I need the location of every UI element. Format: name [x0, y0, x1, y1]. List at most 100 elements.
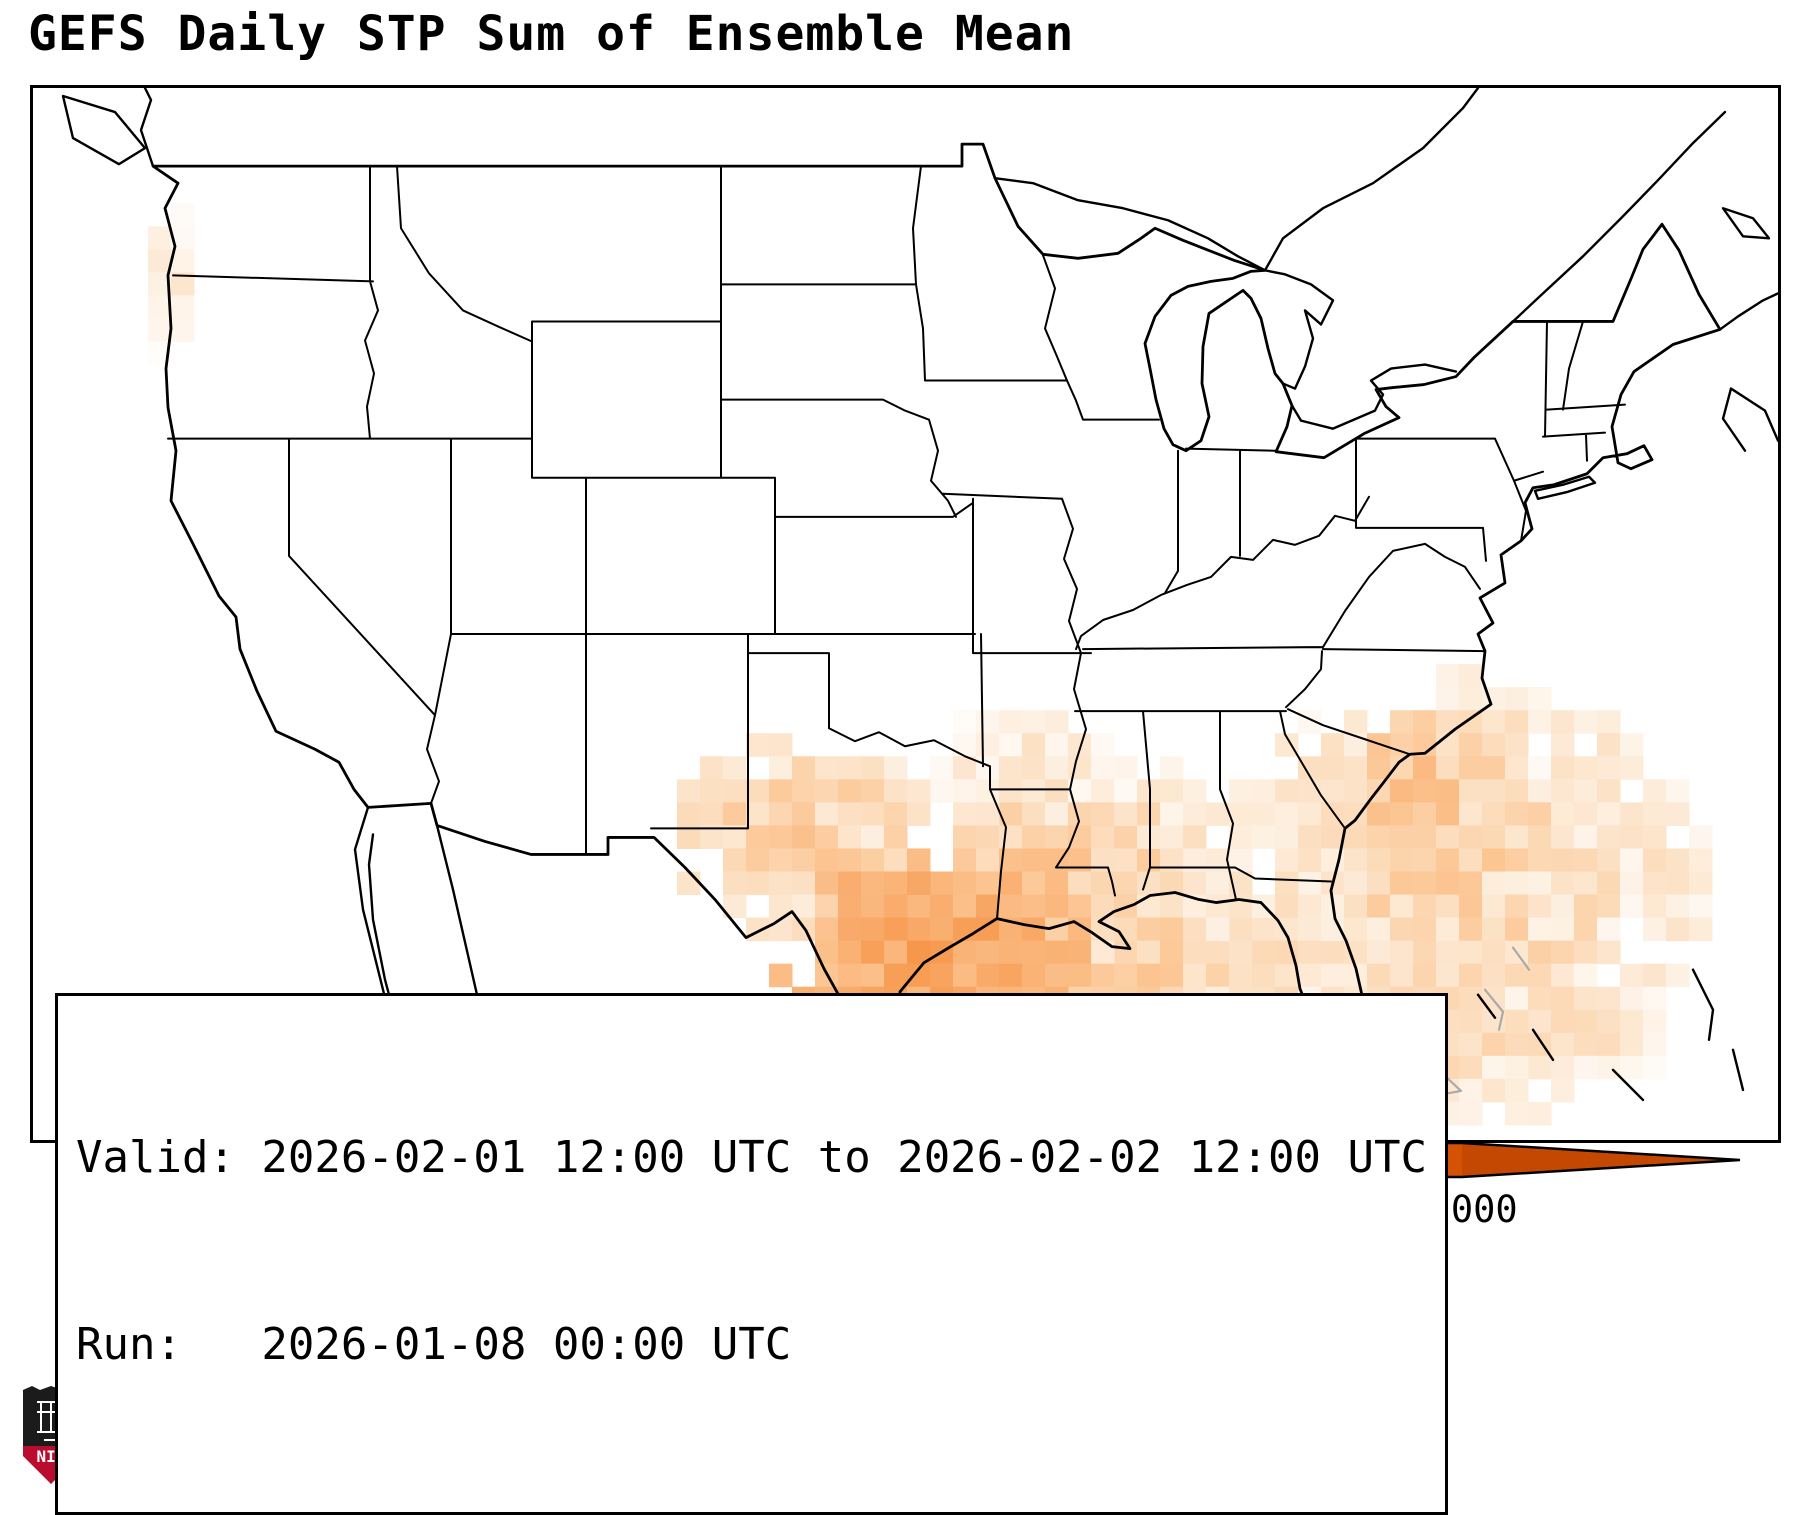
- heatmap-cell: [976, 733, 1000, 757]
- heatmap-cell: [171, 203, 195, 227]
- heatmap-cell: [1505, 1032, 1529, 1057]
- heatmap-cell: [1114, 848, 1138, 872]
- heatmap-cell: [1436, 825, 1460, 849]
- heatmap-cell: [746, 779, 770, 803]
- heatmap-cell: [171, 226, 195, 250]
- state-boundaries: [167, 165, 1626, 920]
- heatmap-cell: [1114, 825, 1138, 849]
- heatmap-cell: [1022, 756, 1046, 780]
- heatmap-cell: [1344, 802, 1368, 826]
- heatmap-cell: [1413, 802, 1437, 826]
- heatmap-cell: [1137, 894, 1161, 919]
- heatmap-cell: [930, 756, 954, 780]
- heatmap-cell: [907, 963, 931, 988]
- heatmap-cell: [1574, 825, 1598, 849]
- heatmap-cell: [1459, 1009, 1483, 1034]
- conus-outline: [151, 142, 1722, 1102]
- heatmap-cell: [1068, 802, 1092, 826]
- heatmap-cell: [1298, 917, 1322, 942]
- heatmap-cell: [1505, 687, 1529, 711]
- heatmap-cell: [1689, 825, 1713, 849]
- heatmap-cell: [1137, 940, 1161, 965]
- heatmap-cell: [1436, 687, 1460, 711]
- heatmap-cell: [953, 779, 977, 803]
- heatmap-cell: [1160, 963, 1184, 988]
- heatmap-cell: [1551, 1009, 1575, 1034]
- heatmap-cell: [999, 710, 1023, 734]
- heatmap-cell: [1505, 871, 1529, 896]
- heatmap-cell: [1390, 871, 1414, 896]
- heatmap-cell: [907, 940, 931, 965]
- heatmap-cell: [1229, 963, 1253, 988]
- heatmap-cell: [1459, 733, 1483, 757]
- heatmap-cell: [976, 894, 1000, 919]
- heatmap-cell: [746, 825, 770, 849]
- heatmap-cell: [976, 825, 1000, 849]
- heatmap-cell: [1459, 848, 1483, 872]
- heatmap-cell: [148, 249, 172, 273]
- heatmap-cell: [1505, 779, 1529, 803]
- heatmap-cell: [1643, 825, 1667, 849]
- heatmap-cell: [1551, 756, 1575, 780]
- heatmap-cell: [769, 779, 793, 803]
- heatmap-cell: [1597, 802, 1621, 826]
- heatmap-cell: [1551, 894, 1575, 919]
- heatmap-cell: [1551, 917, 1575, 942]
- heatmap-cell: [1620, 802, 1644, 826]
- heatmap-cell: [1505, 986, 1529, 1011]
- heatmap-cell: [1091, 779, 1115, 803]
- heatmap-cell: [1160, 848, 1184, 872]
- figure-title: GEFS Daily STP Sum of Ensemble Mean: [28, 6, 1075, 62]
- heatmap-cell: [1528, 710, 1552, 734]
- heatmap-cell: [1413, 848, 1437, 872]
- heatmap-cell: [1551, 963, 1575, 988]
- heatmap-cell: [1643, 802, 1667, 826]
- heatmap-cell: [953, 940, 977, 965]
- heatmap-cell: [1574, 986, 1598, 1011]
- heatmap-cell: [1390, 779, 1414, 803]
- heatmap-cell: [148, 341, 172, 366]
- heatmap-cell: [769, 871, 793, 896]
- heatmap-cell: [1413, 733, 1437, 757]
- heatmap-cell: [1505, 894, 1529, 919]
- heatmap-cell: [1482, 848, 1506, 872]
- heatmap-cell: [1390, 848, 1414, 872]
- heatmap-cell: [1620, 986, 1644, 1011]
- heatmap-cell: [1643, 779, 1667, 803]
- heatmap-cell: [1298, 848, 1322, 872]
- heatmap-cell: [1689, 917, 1713, 942]
- heatmap-cell: [1390, 940, 1414, 965]
- heatmap-cell: [1183, 848, 1207, 872]
- heatmap-cell: [1229, 871, 1253, 896]
- heatmap-cell: [769, 733, 793, 757]
- heatmap-cell: [1597, 779, 1621, 803]
- heatmap-cell: [1597, 710, 1621, 734]
- heatmap-cell: [907, 917, 931, 942]
- heatmap-cell: [1344, 779, 1368, 803]
- heatmap-cell: [1413, 756, 1437, 780]
- heatmap-cell: [815, 917, 839, 942]
- heatmap-cell: [1091, 963, 1115, 988]
- heatmap-cell: [1137, 848, 1161, 872]
- heatmap-cell: [1666, 894, 1690, 919]
- heatmap-cell: [1068, 733, 1092, 757]
- heatmap-cell: [1459, 1078, 1483, 1103]
- heatmap-cell: [1620, 894, 1644, 919]
- heatmap-cell: [792, 848, 816, 872]
- heatmap-cell: [1114, 963, 1138, 988]
- heatmap-cell: [1344, 963, 1368, 988]
- heatmap-cell: [1390, 917, 1414, 942]
- heatmap-cell: [1643, 1009, 1667, 1034]
- heatmap-cell: [792, 825, 816, 849]
- heatmap-cell: [171, 318, 195, 342]
- heatmap-cell: [1482, 963, 1506, 988]
- heatmap-cell: [1551, 710, 1575, 734]
- heatmap-cell: [1459, 894, 1483, 919]
- heatmap-cell: [1206, 963, 1230, 988]
- heatmap-cell: [907, 779, 931, 803]
- heatmap-cell: [723, 802, 747, 826]
- heatmap-cell: [1459, 986, 1483, 1011]
- heatmap-cell: [999, 871, 1023, 896]
- heatmap-cell: [677, 779, 701, 803]
- heatmap-cell: [1482, 940, 1506, 965]
